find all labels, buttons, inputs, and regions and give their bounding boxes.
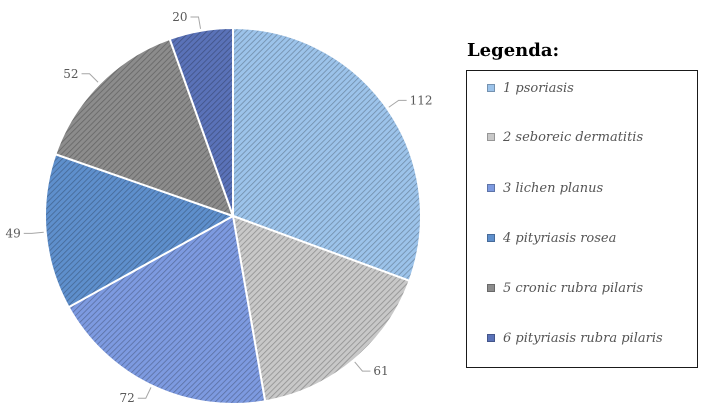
legend-label: 6 pityriasis rubra pilaris [503, 330, 663, 346]
data-labels: 112 61 72 49 52 20 [5, 10, 432, 405]
pie-slice-2 [231, 214, 411, 403]
legend-swatch-4 [487, 234, 495, 242]
legend-swatch-2 [487, 133, 495, 141]
pie-slice-5 [54, 37, 235, 218]
pie-slice-4 [44, 152, 236, 309]
leader-line-4 [23, 231, 44, 234]
legend-label: 5 cronic rubra pilaris [503, 280, 644, 296]
legend-label: 1 psoriasis [503, 80, 574, 96]
leader-lines [23, 16, 407, 399]
legend-item-pityriasis-rubra-pilaris: 6 pityriasis rubra pilaris [487, 329, 663, 347]
data-label-3: 72 [120, 391, 135, 405]
legend-label: 3 lichen planus [503, 180, 604, 196]
legend-item-cronic-rubra-pilaris: 5 cronic rubra pilaris [487, 279, 643, 297]
legend-item-pityriasis-rosea: 4 pityriasis rosea [487, 229, 616, 247]
pie-slice-1 [232, 26, 422, 283]
data-label-5: 52 [63, 67, 78, 81]
data-label-1: 112 [410, 93, 433, 107]
data-label-2: 61 [373, 364, 388, 378]
leader-line-3 [137, 387, 152, 399]
legend-item-psoriasis: 1 psoriasis [487, 79, 574, 97]
leader-line-5 [81, 73, 99, 83]
legend-title: Legenda: [467, 40, 560, 61]
legend-label: 4 pityriasis rosea [503, 230, 617, 246]
legend-swatch-6 [487, 334, 495, 342]
legend-swatch-5 [487, 284, 495, 292]
pie-slices [44, 26, 422, 405]
data-label-6: 20 [172, 10, 187, 24]
legend-item-seboreic-dermatitis: 2 seboreic dermatitis [487, 128, 643, 146]
legend-label: 2 seboreic dermatitis [503, 129, 644, 145]
legend: 1 psoriasis 2 seboreic dermatitis 3 lich… [466, 70, 698, 368]
leader-line-6 [190, 16, 202, 29]
legend-swatch-3 [487, 184, 495, 192]
pie-slice-6 [168, 26, 234, 217]
leader-line-1 [388, 99, 407, 108]
legend-swatch-1 [487, 84, 495, 92]
data-label-4: 49 [5, 226, 20, 240]
leader-line-2 [354, 361, 371, 372]
pie-slice-3 [67, 214, 267, 405]
legend-item-lichen-planus: 3 lichen planus [487, 179, 603, 197]
